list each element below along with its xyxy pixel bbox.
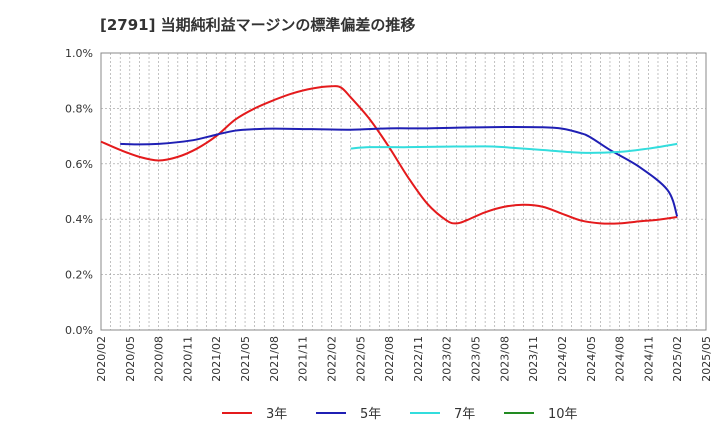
y-tick-label: 1.0%: [65, 47, 93, 60]
grid-lines: [101, 53, 706, 330]
legend-label-3年: 3年: [266, 407, 287, 422]
x-tick-label: 2020/02: [95, 336, 108, 382]
plot-area: [100, 52, 707, 331]
x-tick-label: 2023/05: [470, 336, 483, 382]
x-tick-label: 2024/08: [614, 336, 627, 382]
series-lines: [100, 85, 679, 225]
x-tick-label: 2022/02: [325, 336, 338, 382]
x-tick-label: 2023/02: [441, 336, 454, 382]
x-tick-label: 2020/05: [124, 336, 137, 382]
chart-title: [2791] 当期純利益マージンの標準偏差の推移: [100, 16, 416, 34]
x-tick-label: 2020/11: [181, 336, 194, 382]
x-tick-label: 2025/05: [700, 336, 713, 382]
x-tick-label: 2024/11: [642, 336, 655, 382]
x-tick-label: 2021/02: [210, 336, 223, 382]
y-axis-ticks: 0.0% 0.2% 0.4% 0.6% 0.8% 1.0%: [65, 47, 93, 337]
x-tick-label: 2023/11: [527, 336, 540, 382]
y-tick-label: 0.2%: [65, 269, 93, 282]
x-axis-ticks: 2020/02 2020/05 2020/08 2020/11 2021/02 2021/…: [95, 336, 713, 382]
series-line-5年: [120, 125, 679, 217]
legend-label-5年: 5年: [360, 407, 381, 422]
y-tick-label: 0.6%: [65, 158, 93, 171]
legend: 3年 5年 7年 10年: [222, 407, 578, 422]
y-tick-label: 0.8%: [65, 102, 93, 115]
x-tick-label: 2021/08: [268, 336, 281, 382]
x-tick-label: 2025/02: [671, 336, 684, 382]
x-tick-label: 2023/08: [498, 336, 511, 382]
x-tick-label: 2022/08: [383, 336, 396, 382]
x-tick-label: 2020/08: [153, 336, 166, 382]
legend-label-10年: 10年: [548, 407, 578, 422]
y-tick-label: 0.0%: [65, 324, 93, 337]
x-tick-label: 2021/05: [239, 336, 252, 382]
x-tick-label: 2021/11: [297, 336, 310, 382]
x-tick-label: 2024/05: [585, 336, 598, 382]
x-tick-label: 2022/11: [412, 336, 425, 382]
legend-label-7年: 7年: [454, 407, 475, 422]
x-tick-label: 2022/05: [354, 336, 367, 382]
series-line-7年: [350, 142, 678, 154]
y-tick-label: 0.4%: [65, 213, 93, 226]
x-tick-label: 2024/02: [556, 336, 569, 382]
